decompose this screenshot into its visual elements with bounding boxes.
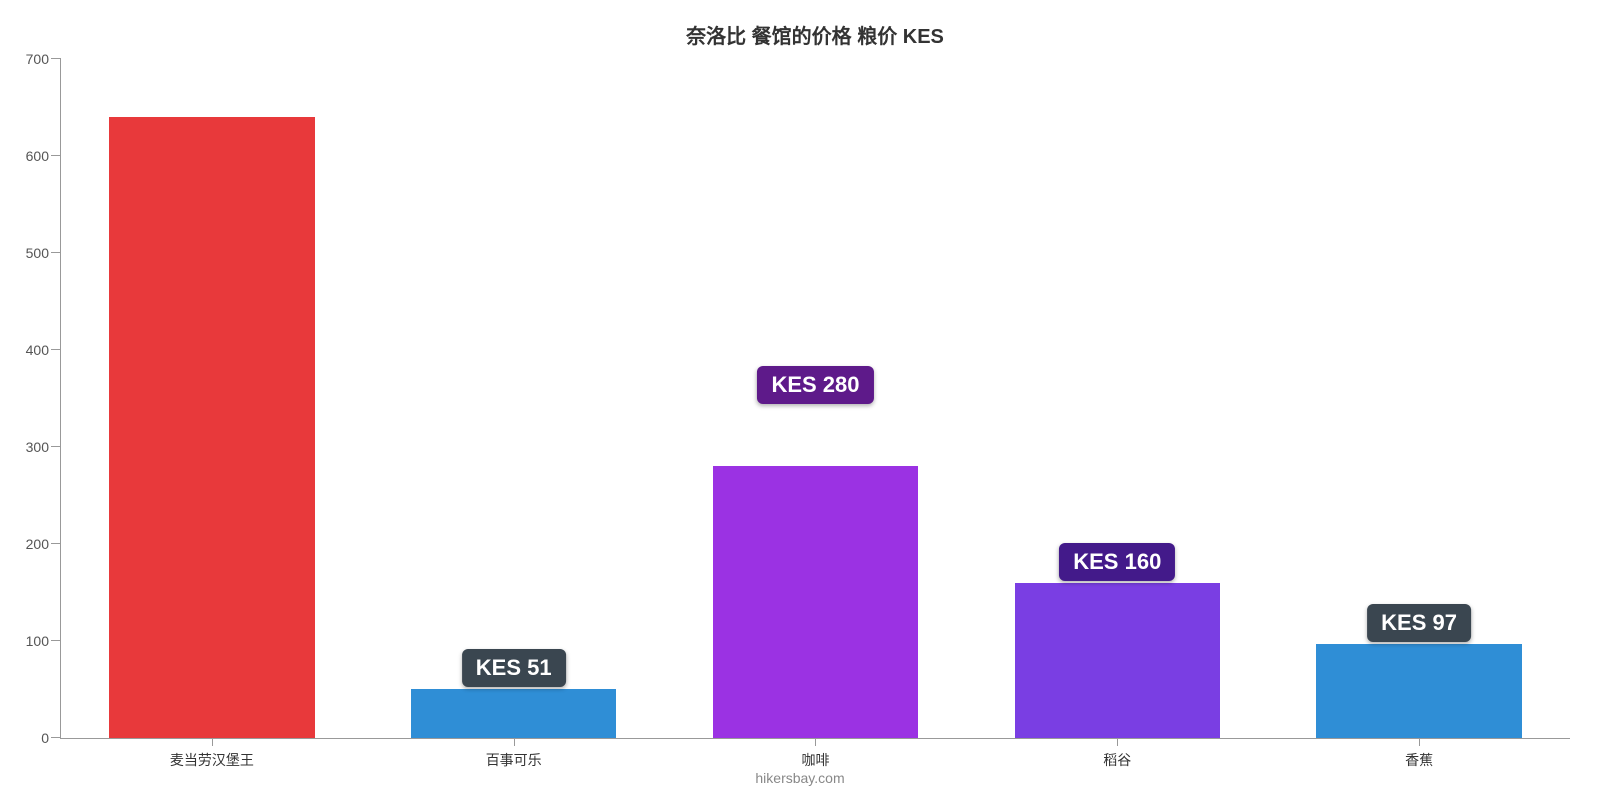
x-axis-label: 百事可乐 <box>486 750 542 770</box>
value-badge: KES 160 <box>1059 543 1175 581</box>
y-tick-label: 600 <box>26 148 61 164</box>
bar-slot: KES 51百事可乐 <box>363 59 665 738</box>
chart-container: 奈洛比 餐馆的价格 粮价 KES KES 640麦当劳汉堡王KES 51百事可乐… <box>0 0 1600 800</box>
bar-slot: KES 160稻谷 <box>966 59 1268 738</box>
y-tick-label: 400 <box>26 342 61 358</box>
bar: KES 160 <box>1015 583 1220 738</box>
bar: KES 280 <box>713 466 918 738</box>
x-tick <box>1117 738 1118 746</box>
y-tick-label: 500 <box>26 245 61 261</box>
x-axis-label: 咖啡 <box>801 750 829 770</box>
value-badge: KES 280 <box>757 366 873 404</box>
x-tick <box>1419 738 1420 746</box>
y-tick-label: 300 <box>26 439 61 455</box>
y-tick-label: 0 <box>41 730 61 746</box>
x-axis-label: 稻谷 <box>1103 750 1131 770</box>
bar: KES 640 <box>109 117 314 738</box>
value-badge: KES 97 <box>1367 604 1471 642</box>
bar-slot: KES 97香蕉 <box>1268 59 1570 738</box>
y-tick-label: 200 <box>26 536 61 552</box>
value-badge: KES 51 <box>462 649 566 687</box>
y-tick-label: 100 <box>26 633 61 649</box>
chart-footer: hikersbay.com <box>0 770 1600 786</box>
x-axis-label: 麦当劳汉堡王 <box>170 750 254 770</box>
bar-slot: KES 640麦当劳汉堡王 <box>61 59 363 738</box>
bar-slot: KES 280咖啡 <box>665 59 967 738</box>
x-tick <box>514 738 515 746</box>
bar: KES 97 <box>1316 644 1521 738</box>
x-tick <box>212 738 213 746</box>
bar: KES 51 <box>411 689 616 738</box>
plot-area: KES 640麦当劳汉堡王KES 51百事可乐KES 280咖啡KES 160稻… <box>60 59 1570 739</box>
chart-title: 奈洛比 餐馆的价格 粮价 KES <box>60 20 1570 49</box>
x-tick <box>815 738 816 746</box>
y-tick-label: 700 <box>26 51 61 67</box>
x-axis-label: 香蕉 <box>1405 750 1433 770</box>
bars-row: KES 640麦当劳汉堡王KES 51百事可乐KES 280咖啡KES 160稻… <box>61 59 1570 738</box>
